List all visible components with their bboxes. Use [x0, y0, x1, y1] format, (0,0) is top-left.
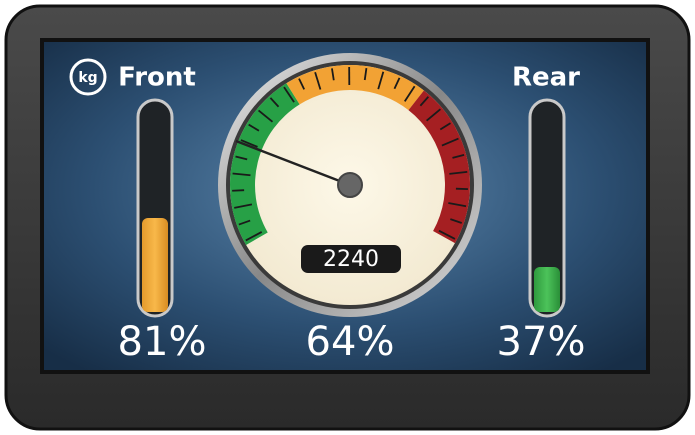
front-label: Front: [118, 63, 196, 93]
front-percent: 81%: [118, 319, 207, 365]
gauge: [218, 53, 482, 317]
rear-label: Rear: [512, 63, 580, 93]
unit: kg: [78, 70, 97, 86]
page: {"unit": "kg", "front": {"label": "Front…: [0, 0, 695, 435]
gauge-reading: 2240: [323, 247, 379, 272]
gauge-tick: [232, 190, 244, 191]
gauge-percent: 64%: [306, 319, 395, 365]
gauge-hub: [338, 173, 362, 197]
front-level: [142, 218, 168, 312]
device: kg Front Rear 2240 81% 64% 37%: [0, 0, 695, 435]
rear-level: [534, 267, 560, 312]
rear-percent: 37%: [497, 319, 586, 365]
